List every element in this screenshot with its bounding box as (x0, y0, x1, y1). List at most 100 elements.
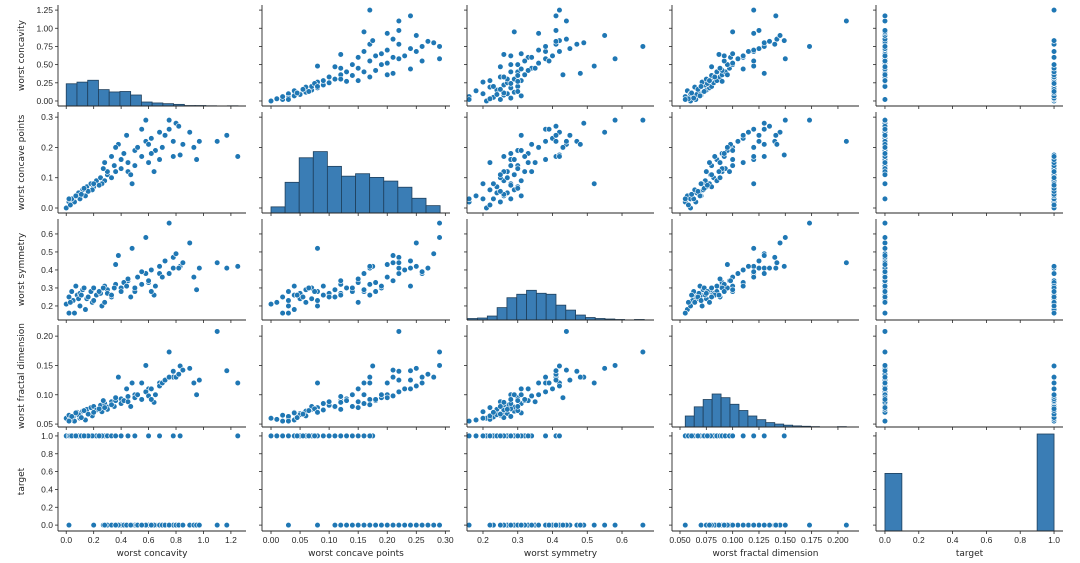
scatter-point (698, 298, 704, 304)
scatter-point (553, 13, 559, 19)
scatter-point (704, 291, 710, 297)
scatter-point (746, 264, 752, 270)
scatter-point (390, 260, 396, 266)
scatter-point (96, 433, 102, 439)
scatter-point (518, 522, 524, 528)
scatter-point (1051, 169, 1057, 175)
scatter-point (355, 399, 361, 405)
scatter-point (173, 251, 179, 257)
scatter-point (214, 260, 220, 266)
scatter-point (543, 49, 549, 55)
scatter-point (756, 133, 762, 139)
scatter-point (166, 126, 172, 132)
scatter-point (578, 142, 584, 148)
scatter-point (882, 283, 888, 289)
scatter-point (553, 133, 559, 139)
scatter-point (350, 62, 356, 68)
scatter-point (170, 265, 176, 271)
scatter-point (491, 181, 497, 187)
scatter-point (557, 433, 563, 439)
scatter-point (511, 157, 517, 163)
x-tick-label: 0.4 (947, 535, 959, 545)
scatter-point (355, 65, 361, 71)
scatter-point (79, 292, 85, 298)
scatter-point (338, 292, 344, 298)
histogram-bar (341, 176, 355, 213)
scatter-point (425, 522, 431, 528)
x-tick-label: 0.0 (879, 535, 891, 545)
scatter-point (355, 386, 361, 392)
scatter-point (180, 522, 186, 528)
scatter-point (384, 60, 390, 66)
scatter-point (543, 374, 549, 380)
scatter-point (235, 380, 241, 386)
scatter-point (740, 133, 746, 139)
x-tick-label: 1.0 (1048, 535, 1060, 545)
x-axis-label: target (956, 549, 984, 559)
scatter-point (735, 271, 741, 277)
histogram-bar (1037, 434, 1054, 531)
scatter-point (518, 193, 524, 199)
scatter-point (740, 267, 746, 273)
scatter-point (344, 79, 350, 85)
scatter-point (100, 166, 106, 172)
scatter-point (157, 157, 163, 163)
scatter-point (187, 366, 193, 372)
scatter-point (714, 283, 720, 289)
scatter-point (508, 522, 514, 528)
scatter-point (111, 163, 117, 169)
scatter-point (109, 175, 115, 181)
scatter-point (505, 175, 511, 181)
scatter-point (557, 49, 563, 55)
scatter-point (77, 303, 83, 309)
scatter-point (408, 522, 414, 528)
scatter-point (373, 280, 379, 286)
scatter-point (612, 363, 618, 369)
scatter-point (121, 151, 127, 157)
scatter-point (361, 271, 367, 277)
scatter-point (1051, 55, 1057, 61)
scatter-point (176, 123, 182, 129)
scatter-point (373, 397, 379, 403)
scatter-point (91, 285, 97, 291)
scatter-point (73, 433, 79, 439)
scatter-point (286, 289, 292, 295)
scatter-point (1051, 310, 1057, 316)
scatter-point (882, 18, 888, 24)
scatter-point (717, 276, 723, 282)
scatter-point (413, 49, 419, 55)
scatter-point (781, 433, 787, 439)
y-tick-label: 0.2 (41, 142, 53, 152)
scatter-point (294, 433, 300, 439)
scatter-point (480, 409, 486, 415)
x-tick-label: 0.175 (801, 535, 823, 545)
scatter-point (396, 271, 402, 277)
scatter-point (159, 145, 165, 151)
scatter-point (721, 151, 727, 157)
y-tick-label: 0.00 (36, 96, 53, 106)
scatter-point (170, 433, 176, 439)
scatter-point (807, 44, 813, 50)
scatter-point (735, 139, 741, 145)
scatter-point (682, 196, 688, 202)
scatter-point (419, 374, 425, 380)
scatter-point (751, 264, 757, 270)
scatter-point (725, 262, 731, 268)
scatter-point (149, 267, 155, 273)
scatter-point (882, 145, 888, 151)
scatter-point (294, 90, 300, 96)
scatter-point (109, 154, 115, 160)
scatter-point (312, 433, 318, 439)
x-tick-label: 0.0 (60, 535, 72, 545)
scatter-point (396, 522, 402, 528)
scatter-point (91, 410, 97, 416)
scatter-point (550, 53, 556, 59)
scatter-point (751, 145, 757, 151)
scatter-point (498, 172, 504, 178)
scatter-point (807, 220, 813, 226)
scatter-point (437, 349, 443, 355)
histogram-bar (766, 423, 775, 427)
scatter-point (640, 44, 646, 50)
scatter-point (498, 433, 504, 439)
scatter-point (437, 44, 443, 50)
